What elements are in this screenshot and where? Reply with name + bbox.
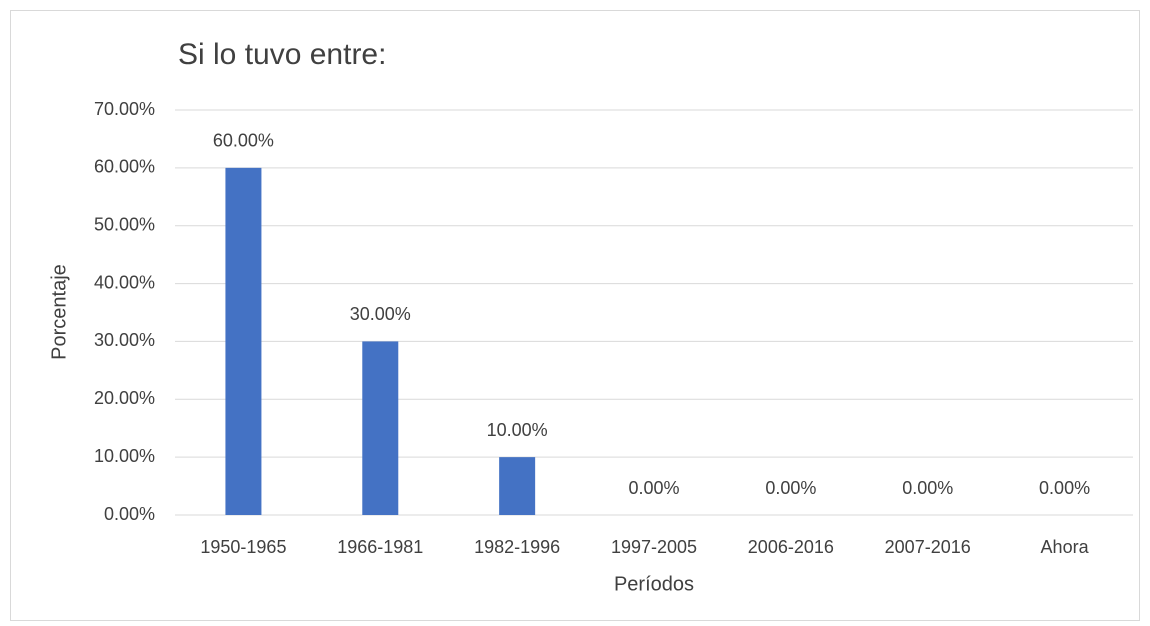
y-axis-title: Porcentaje — [48, 264, 70, 360]
data-label: 0.00% — [765, 478, 816, 498]
x-tick-label: 1966-1981 — [337, 537, 423, 557]
x-tick-label: 1982-1996 — [474, 537, 560, 557]
data-label: 0.00% — [1039, 478, 1090, 498]
data-label: 0.00% — [628, 478, 679, 498]
y-tick-label: 0.00% — [104, 504, 155, 524]
x-tick-label: Ahora — [1041, 537, 1090, 557]
data-label: 0.00% — [902, 478, 953, 498]
y-tick-label: 40.00% — [94, 272, 155, 292]
data-label: 60.00% — [213, 131, 274, 151]
y-tick-label: 20.00% — [94, 388, 155, 408]
x-tick-label: 1997-2005 — [611, 537, 697, 557]
chart-border — [10, 10, 1140, 621]
x-tick-label: 1950-1965 — [200, 537, 286, 557]
bar — [362, 341, 399, 515]
data-label: 30.00% — [350, 304, 411, 324]
y-tick-label: 30.00% — [94, 330, 155, 350]
chart-title: Si lo tuvo entre: — [178, 38, 386, 71]
bar — [499, 457, 536, 515]
data-label: 10.00% — [487, 420, 548, 440]
y-tick-label: 10.00% — [94, 446, 155, 466]
x-tick-label: 2007-2016 — [885, 537, 971, 557]
y-tick-label: 70.00% — [94, 99, 155, 119]
y-tick-label: 60.00% — [94, 157, 155, 177]
x-tick-label: 2006-2016 — [748, 537, 834, 557]
bar — [225, 167, 262, 515]
x-axis-title: Períodos — [614, 573, 694, 595]
y-tick-label: 50.00% — [94, 214, 155, 234]
